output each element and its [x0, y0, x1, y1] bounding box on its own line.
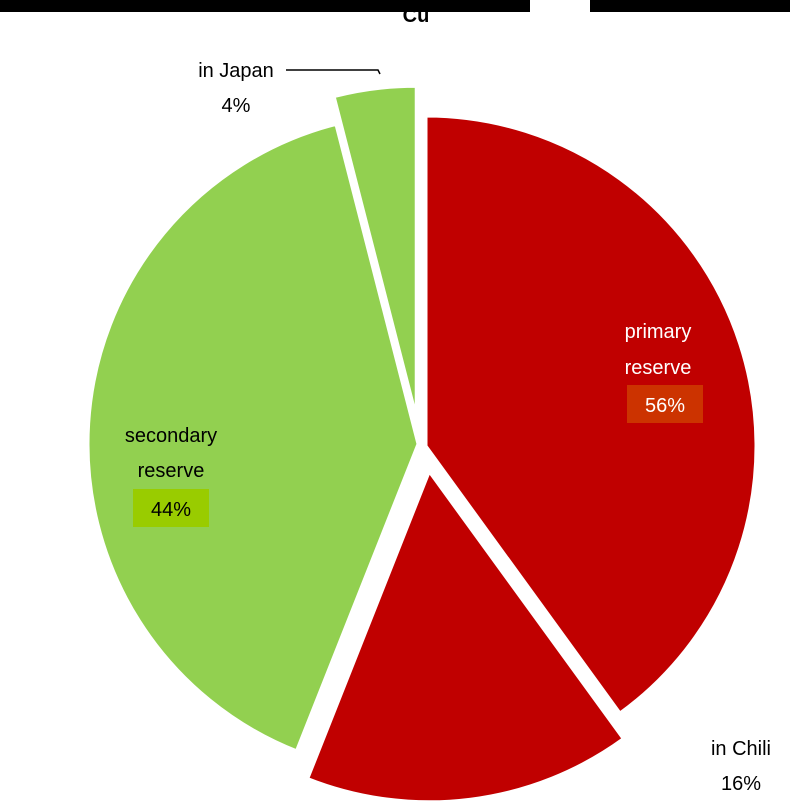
slice-primary-reserve — [424, 114, 758, 716]
slice-secondary-reserve — [86, 122, 420, 753]
value-in-chili: 16% — [721, 773, 761, 795]
pie-slices — [86, 84, 758, 804]
label-primary-reserve-line1: primary — [625, 321, 692, 343]
label-secondary-reserve-line1: secondary — [125, 425, 217, 447]
badge-primary-reserve — [627, 385, 703, 423]
label-in-chili: in Chili — [711, 738, 771, 760]
label-primary-reserve-line2: reserve — [625, 357, 692, 379]
label-in-japan: in Japan — [198, 60, 274, 82]
title-fragment-bar-right — [590, 0, 790, 12]
label-secondary-reserve-line2: reserve — [138, 460, 205, 482]
title-fragment-bar — [0, 0, 530, 12]
slice-in-chili — [305, 468, 626, 804]
badge-secondary-reserve — [133, 489, 209, 527]
title-subscript: Cu — [403, 5, 430, 27]
value-in-japan: 4% — [222, 95, 251, 117]
slice-in-japan — [332, 84, 418, 417]
pie-labels: primary reserve 56% secondary reserve 44% in J… — [125, 60, 771, 795]
value-secondary-reserve: 44% — [151, 499, 191, 521]
leader-line-in-japan — [286, 69, 381, 75]
title-fragment: Cu — [0, 0, 790, 27]
value-primary-reserve: 56% — [645, 395, 685, 417]
